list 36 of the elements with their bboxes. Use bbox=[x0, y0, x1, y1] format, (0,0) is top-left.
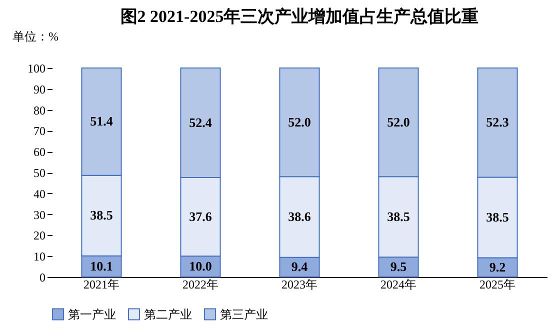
data-label: 38.5 bbox=[387, 208, 410, 224]
y-tick-label: 90 bbox=[34, 82, 46, 96]
data-label: 9.5 bbox=[390, 259, 408, 274]
y-tick-label: 50 bbox=[34, 166, 46, 180]
data-label: 51.4 bbox=[90, 114, 114, 129]
data-label: 52.3 bbox=[486, 114, 510, 130]
data-label: 9.4 bbox=[291, 259, 308, 274]
x-tick-label: 2022年 bbox=[182, 278, 218, 292]
y-tick-label: 100 bbox=[28, 62, 46, 76]
data-label: 38.5 bbox=[486, 210, 510, 225]
data-label: 37.6 bbox=[189, 208, 212, 224]
legend-label: 第二产业 bbox=[144, 307, 192, 322]
x-tick-label: 2024年 bbox=[380, 278, 416, 292]
y-tick-label: 60 bbox=[34, 145, 46, 160]
legend-label: 第三产业 bbox=[220, 307, 268, 322]
legend-label: 第一产业 bbox=[68, 307, 116, 322]
data-label: 52.0 bbox=[387, 114, 410, 130]
x-tick-label: 2025年 bbox=[480, 278, 516, 292]
data-label: 38.5 bbox=[90, 208, 114, 223]
data-label: 9.2 bbox=[489, 259, 506, 274]
data-label: 10.1 bbox=[90, 258, 113, 274]
y-axis-title: 单位：% bbox=[12, 30, 58, 44]
data-label: 10.0 bbox=[189, 258, 212, 274]
y-tick-label: 70 bbox=[34, 124, 46, 138]
y-tick-label: 20 bbox=[34, 228, 46, 243]
chart-title: 图2 2021-2025年三次产业增加值占生产总值比重 bbox=[120, 7, 479, 26]
y-tick-label: 0 bbox=[40, 270, 46, 284]
y-tick-label: 10 bbox=[34, 250, 46, 264]
data-label: 38.6 bbox=[288, 209, 312, 224]
y-tick-label: 80 bbox=[34, 103, 46, 118]
data-label: 52.0 bbox=[288, 114, 311, 130]
x-tick-label: 2023年 bbox=[282, 278, 318, 292]
data-label: 52.4 bbox=[189, 114, 212, 130]
y-tick-label: 30 bbox=[34, 208, 46, 222]
x-tick-label: 2021年 bbox=[84, 278, 120, 292]
y-tick-label: 40 bbox=[34, 186, 46, 201]
